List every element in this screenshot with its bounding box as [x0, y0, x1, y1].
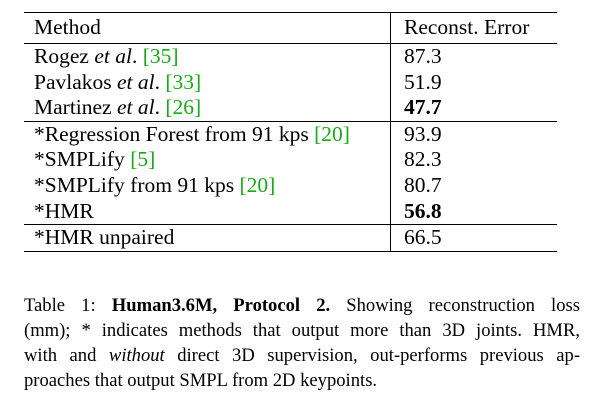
citation-link[interactable]: [26]: [165, 95, 202, 120]
caption-title: Human3.6M, Protocol 2.: [111, 295, 331, 316]
table-row: *HMR 56.8: [24, 198, 557, 225]
et-al-text: et al: [94, 44, 132, 69]
method-name: Pavlakos: [34, 69, 118, 94]
method-name: Martinez: [34, 95, 117, 120]
error-value: 66.5: [390, 224, 557, 252]
caption-line3-start: with and: [24, 345, 109, 366]
table-row: *HMR unpaired 66.5: [24, 224, 557, 252]
table-row: *Regression Forest from 91 kps [20] 93.9: [24, 120, 557, 148]
error-value: 56.8: [404, 198, 442, 223]
abbrev-dot: .: [131, 44, 143, 69]
method-cell: *HMR: [24, 198, 391, 225]
caption-label: Table 1:: [24, 295, 112, 316]
table-header-row: Method Reconst. Error: [24, 12, 557, 44]
table-row: *SMPLify [5] 82.3: [24, 147, 557, 173]
error-value: 80.7: [404, 173, 442, 198]
error-value: 82.3: [404, 147, 442, 172]
abbrev-dot: .: [154, 69, 166, 94]
method-cell: *SMPLify [5]: [24, 147, 391, 173]
error-column-header: Reconst. Error: [390, 12, 557, 44]
caption-line-4: proaches that output SMPL from 2D keypoi…: [24, 370, 378, 391]
method-cell: *SMPLify from 91 kps [20]: [24, 172, 391, 199]
caption-line-3: with and without direct 3D supervision, …: [24, 343, 580, 368]
citation-link[interactable]: [35]: [142, 44, 179, 69]
table-row: Martinez et al. [26] 47.7: [24, 95, 557, 122]
error-value: 93.9: [390, 120, 557, 148]
method-cell: Martinez et al. [26]: [24, 95, 391, 122]
caption-line3-end: direct 3D supervision, out-performs prev…: [164, 345, 581, 366]
et-al-text: et al: [117, 69, 155, 94]
method-name: *HMR: [34, 198, 94, 223]
caption-line1-text: Showing reconstruction loss: [330, 295, 580, 316]
method-cell: Pavlakos et al. [33]: [24, 69, 391, 96]
error-value: 87.3: [404, 44, 442, 69]
method-cell: Rogez et al. [35]: [24, 43, 391, 70]
table-row: Pavlakos et al. [33] 51.9: [24, 69, 557, 96]
method-column-header: Method: [24, 12, 391, 44]
error-value: 47.7: [404, 95, 442, 120]
method-name: Rogez: [34, 44, 95, 69]
method-cell: *HMR unpaired: [24, 224, 391, 252]
caption-line-2: (mm); * indicates methods that output mo…: [24, 320, 580, 341]
citation-link[interactable]: [33]: [165, 69, 202, 94]
abbrev-dot: .: [154, 95, 166, 120]
results-table: Method Reconst. Error Rogez et al. [35] 8…: [24, 12, 557, 252]
method-name: *HMR unpaired: [34, 225, 175, 250]
citation-link[interactable]: [20]: [239, 173, 276, 198]
citation-link[interactable]: [20]: [314, 121, 350, 146]
method-name: *SMPLify from 91 kps: [34, 173, 240, 198]
method-name: *Regression Forest from 91 kps: [34, 121, 315, 146]
caption-line-1: Table 1: Human3.6M, Protocol 2. Showing …: [24, 293, 580, 318]
method-cell: *Regression Forest from 91 kps [20]: [24, 120, 391, 148]
table-body: Rogez et al. [35] 87.3 Pavlakos et al. [33…: [24, 43, 557, 252]
table-row: *SMPLify from 91 kps [20] 80.7: [24, 172, 557, 199]
table-caption: Table 1: Human3.6M, Protocol 2. Showing …: [24, 293, 580, 393]
et-al-text: et al: [116, 95, 155, 120]
table-row: Rogez et al. [35] 87.3: [24, 43, 557, 70]
error-value: 51.9: [404, 69, 442, 94]
method-name: *SMPLify: [34, 147, 131, 172]
caption-italic-word: without: [108, 345, 165, 366]
citation-link[interactable]: [5]: [130, 147, 156, 172]
